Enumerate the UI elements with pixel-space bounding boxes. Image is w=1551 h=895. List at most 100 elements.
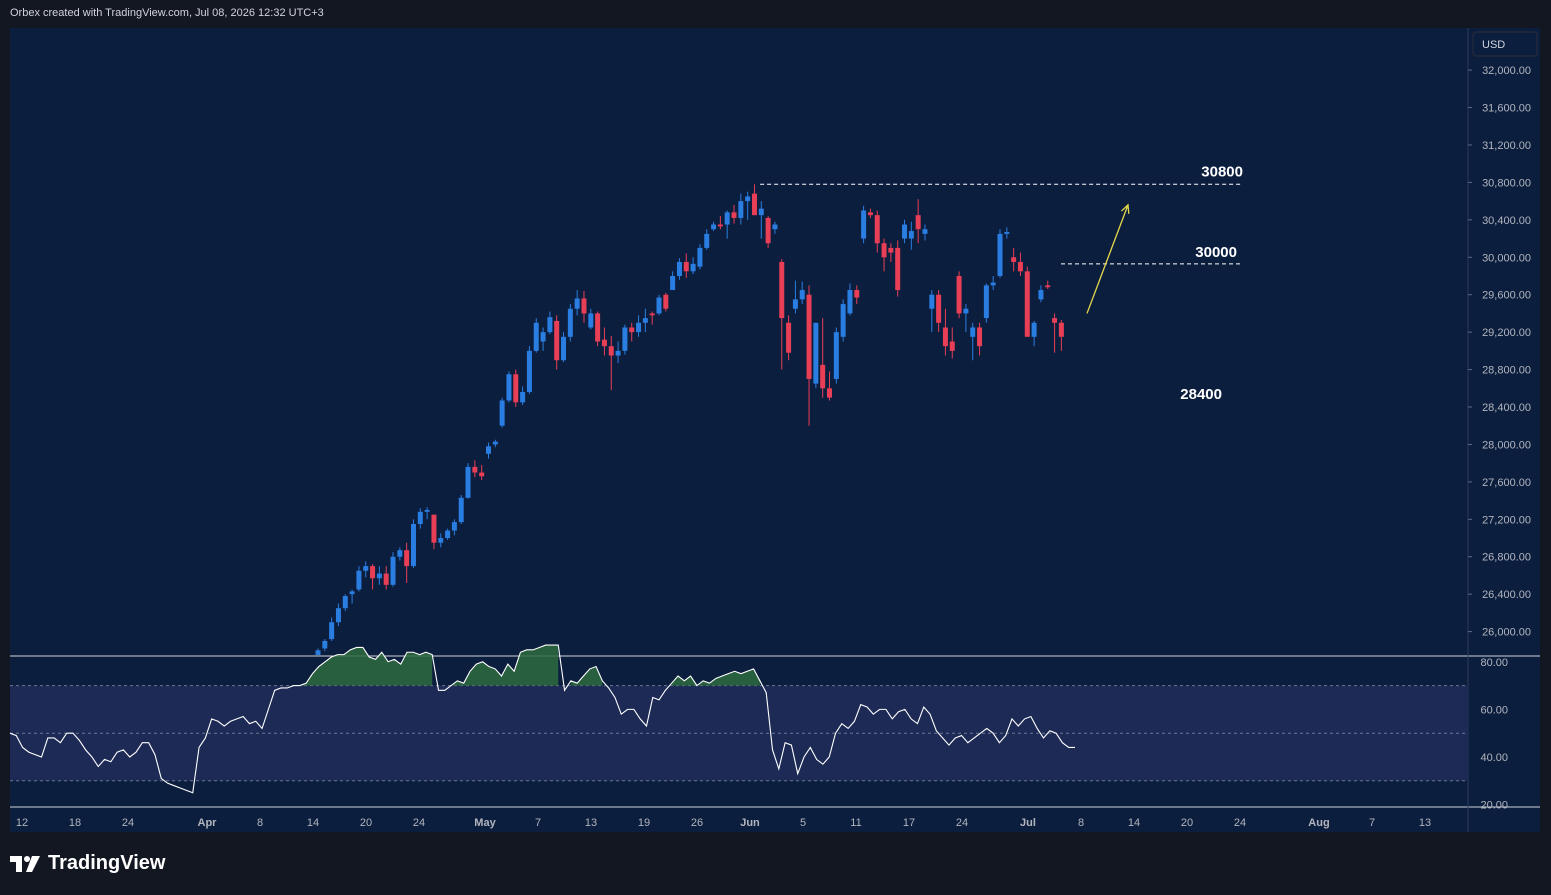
candle: [731, 204, 737, 224]
candle: [615, 341, 621, 364]
candle-body: [861, 210, 867, 239]
price-tick-label: 30,000.00: [1482, 252, 1531, 264]
currency-label[interactable]: USD: [1482, 39, 1505, 51]
candle-body: [363, 566, 369, 571]
candle: [949, 327, 955, 359]
candle: [533, 318, 539, 353]
candle-body: [561, 336, 567, 361]
time-tick-label: 26: [691, 817, 703, 829]
candle-body: [1045, 285, 1051, 288]
candle-body: [513, 374, 519, 403]
price-tick-label: 28,800.00: [1482, 365, 1531, 377]
candle: [970, 322, 976, 361]
candle: [404, 542, 410, 583]
price-axis[interactable]: 32,000.00 31,600.00 31,200.00 30,800.00 30,4…: [1468, 65, 1531, 812]
time-axis[interactable]: 12 18 24 Apr 8 14 20 24 May 7 13 19 26 Jun 5 11 17 24 Jul 8…: [16, 817, 1431, 829]
candle-body: [806, 294, 812, 379]
candle: [792, 280, 798, 314]
rsi-pane: [9, 644, 1468, 794]
candle-body: [349, 591, 355, 595]
time-tick-label: 24: [413, 817, 425, 829]
candle-body: [567, 308, 573, 337]
candle-body: [929, 294, 935, 309]
candle-body: [356, 570, 362, 590]
candle: [1024, 266, 1030, 337]
time-tick-label: 7: [535, 817, 541, 829]
candle-body: [479, 472, 485, 477]
price-tick-label: 27,600.00: [1482, 477, 1531, 489]
rsi-overbought-fill: [293, 645, 760, 686]
candle-body: [615, 350, 621, 356]
candle-body: [397, 550, 403, 557]
rsi-line: [9, 644, 1075, 794]
candle: [520, 386, 526, 406]
candle-body: [881, 243, 887, 258]
candle-body: [697, 247, 703, 267]
candle: [581, 290, 587, 323]
candle-body: [629, 327, 635, 333]
time-tick-label: May: [474, 817, 496, 829]
candle-body: [902, 224, 908, 239]
candle-body: [745, 196, 751, 202]
candle: [902, 219, 908, 244]
time-tick-label: 13: [585, 817, 597, 829]
time-tick-label: 24: [1234, 817, 1246, 829]
candle: [410, 519, 416, 568]
candle: [881, 238, 887, 272]
candle: [867, 208, 873, 218]
candle-body: [438, 538, 444, 543]
rsi-tick-label: 20.00: [1480, 800, 1508, 812]
time-tick-label: 12: [16, 817, 28, 829]
time-tick-label: Aug: [1308, 817, 1329, 829]
candle: [588, 308, 594, 330]
candle-body: [915, 215, 921, 230]
bullish-arrow: [1086, 204, 1129, 314]
rsi-tick-label: 60.00: [1480, 704, 1508, 716]
tradingview-logo[interactable]: TradingView: [10, 852, 165, 875]
candle-body: [649, 313, 655, 316]
candle: [547, 311, 553, 335]
candle: [888, 243, 894, 262]
candle-body: [342, 596, 348, 609]
candle-body: [465, 466, 471, 498]
chart-attribution: Orbex created with TradingView.com, Jul …: [10, 7, 324, 19]
candle: [540, 327, 546, 351]
candle: [315, 648, 321, 655]
candle-body: [445, 530, 451, 539]
candle: [335, 603, 341, 626]
candle-body: [717, 224, 723, 227]
candle: [1052, 313, 1058, 353]
candle-body: [888, 247, 894, 253]
candle-body: [942, 327, 948, 347]
currency-button[interactable]: USD: [1472, 31, 1538, 57]
candle-body: [799, 290, 805, 300]
candle: [765, 216, 771, 248]
candle-body: [963, 308, 969, 314]
candle-body: [486, 446, 491, 454]
candle-body: [492, 441, 498, 445]
candle: [642, 308, 648, 333]
candle: [724, 210, 730, 239]
tradingview-brand: TradingView: [48, 852, 166, 874]
time-tick-label: 20: [360, 817, 372, 829]
annotations: 30800 30000 28400: [760, 163, 1243, 403]
candle: [676, 258, 682, 280]
rsi-tick-label: 40.00: [1480, 752, 1508, 764]
candle-body: [1052, 318, 1058, 323]
candle-body: [1038, 290, 1044, 300]
time-tick-label: 13: [1419, 817, 1431, 829]
candle: [751, 184, 757, 216]
candle-body: [601, 339, 607, 347]
candle-body: [472, 466, 478, 473]
candle: [636, 315, 642, 337]
candle: [711, 221, 717, 232]
candle-body: [827, 388, 832, 398]
time-tick-label: 8: [257, 817, 263, 829]
time-tick-label: 18: [69, 817, 81, 829]
candle: [704, 229, 710, 250]
candle-body: [758, 208, 764, 216]
bullish-arrow-head: [1121, 203, 1130, 214]
candle: [370, 564, 376, 590]
candle-body: [663, 294, 669, 309]
